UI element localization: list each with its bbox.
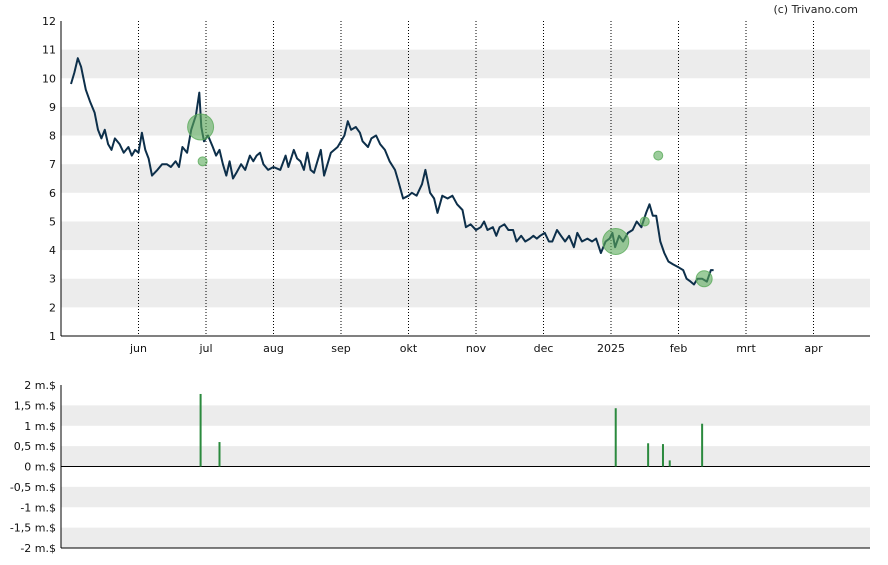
volume-y-tick-label: 0 m.$: [24, 461, 56, 474]
y-tick-label: 1: [49, 330, 56, 343]
x-tick-label: jul: [198, 342, 212, 355]
volume-panel: 2 m.$ 1,5 m.$ 1 m.$ 0,5 m.$ 0 m.$ -0,5 m.$ -1 …: [10, 379, 870, 555]
volume-y-tick-label: -1 m.$: [20, 501, 56, 514]
x-tick-label: sep: [331, 342, 350, 355]
x-tick-label: okt: [400, 342, 418, 355]
trade-bubble: [187, 113, 215, 141]
x-tick-label: apr: [804, 342, 823, 355]
trade-bubble: [197, 156, 208, 167]
volume-bar: [614, 408, 617, 467]
y-tick-label: 6: [49, 187, 56, 200]
price-band: [61, 164, 870, 193]
y-tick-label: 4: [49, 244, 56, 257]
x-tick-label: feb: [670, 342, 688, 355]
y-tick-label: 7: [49, 158, 56, 171]
y-tick-label: 3: [49, 273, 56, 286]
y-tick-label: 5: [49, 215, 56, 228]
x-tick-label: dec: [534, 342, 554, 355]
price-band: [61, 49, 870, 79]
x-tick-label: nov: [466, 342, 487, 355]
trade-bubble: [602, 228, 630, 255]
volume-y-tick-label: -0,5 m.$: [10, 481, 56, 494]
x-tick-label: mrt: [736, 342, 756, 355]
volume-band: [61, 486, 870, 508]
volume-bar: [199, 393, 202, 467]
copyright-label: (c) Trivano.com: [773, 3, 858, 16]
volume-y-tick-label: 1 m.$: [24, 420, 56, 433]
y-tick-label: 9: [49, 101, 56, 114]
x-tick-label: jun: [129, 342, 147, 355]
volume-bar: [661, 444, 664, 467]
volume-y-tick-label: 1,5 m.$: [14, 399, 56, 412]
volume-band: [61, 405, 870, 426]
volume-y-tick-label: 0,5 m.$: [14, 440, 56, 453]
y-tick-label: 2: [49, 301, 56, 314]
trade-bubble: [653, 150, 664, 161]
x-tick-label: aug: [263, 342, 284, 355]
volume-y-tick-label: -2 m.$: [20, 542, 56, 555]
volume-y-tick-label: 2 m.$: [24, 379, 56, 392]
volume-bar: [701, 423, 704, 467]
x-tick-label: 2025: [597, 342, 625, 355]
price-band: [61, 106, 870, 136]
y-tick-label: 12: [42, 15, 56, 28]
volume-y-tick-label: -1,5 m.$: [10, 522, 56, 535]
volume-band: [61, 446, 870, 467]
volume-bar: [218, 442, 221, 467]
volume-band: [61, 527, 870, 548]
y-tick-label: 10: [42, 72, 56, 85]
volume-bar: [647, 443, 650, 467]
price-panel: jun jul aug sep okt nov dec 2025 feb mrt apr123456…: [42, 15, 870, 355]
y-tick-label: 11: [42, 44, 56, 57]
volume-bar: [668, 460, 671, 467]
trade-bubble: [695, 270, 713, 288]
price-band: [61, 278, 870, 308]
trade-bubble: [639, 216, 650, 227]
y-tick-label: 8: [49, 130, 56, 143]
